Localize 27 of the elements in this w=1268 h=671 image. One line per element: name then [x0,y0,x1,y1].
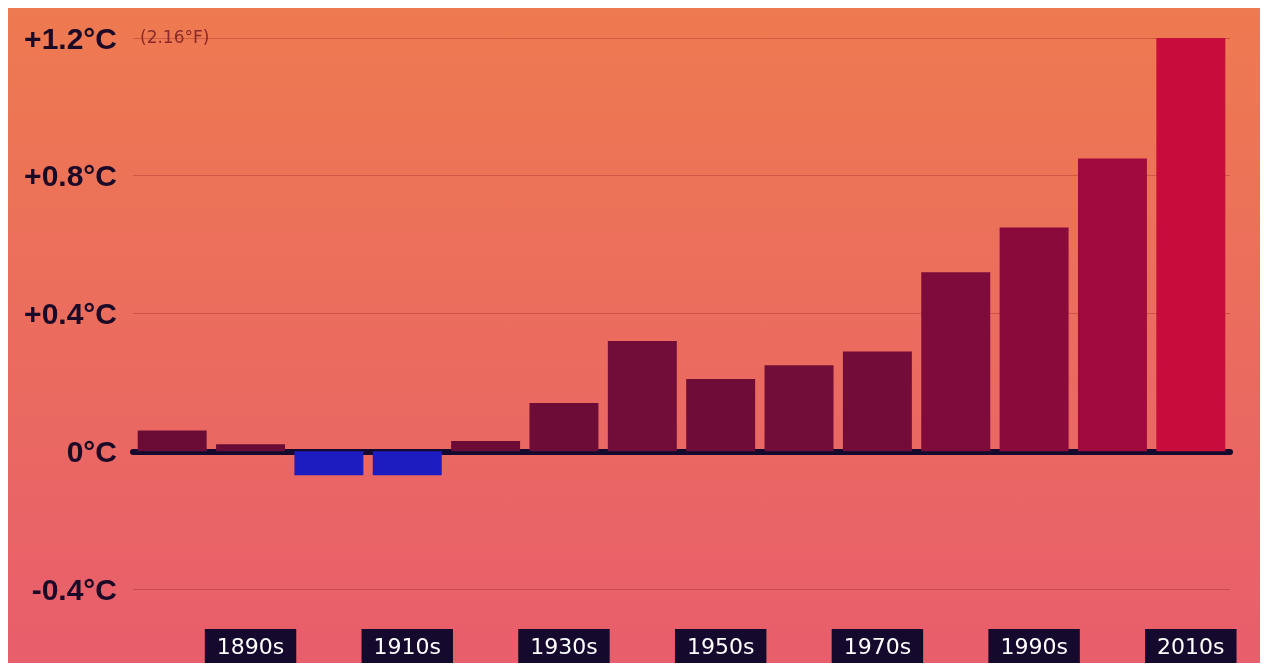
x-tick-label: 1890s [216,633,285,659]
y-tick-label: 0°C [66,434,117,468]
y-tick-label: -0.4°C [31,572,117,606]
x-tick-label: 1970s [843,633,912,659]
x-tick-label: 1990s [1000,633,1068,659]
bar [921,272,991,452]
annotation: (2.16°F) [140,26,210,47]
x-tick-label: 1910s [373,633,441,659]
bar [607,341,677,452]
y-tick-label: +0.8°C [24,159,117,193]
bar [764,365,834,452]
bar [294,451,364,476]
bar [1156,38,1226,452]
y-tick-label: +0.4°C [24,297,117,330]
y-tick-label: +1.2°C [24,21,117,55]
x-tick-label: 2010s [1157,633,1225,659]
bar [372,451,442,476]
bar [1077,158,1147,452]
bar [529,403,599,452]
bar [842,351,912,452]
bar [451,440,521,452]
bar [137,430,207,452]
x-tick-label: 1950s [686,633,755,659]
bar [216,444,286,452]
bar [686,378,756,452]
x-tick-label: 1930s [530,633,598,659]
bar [999,227,1069,452]
